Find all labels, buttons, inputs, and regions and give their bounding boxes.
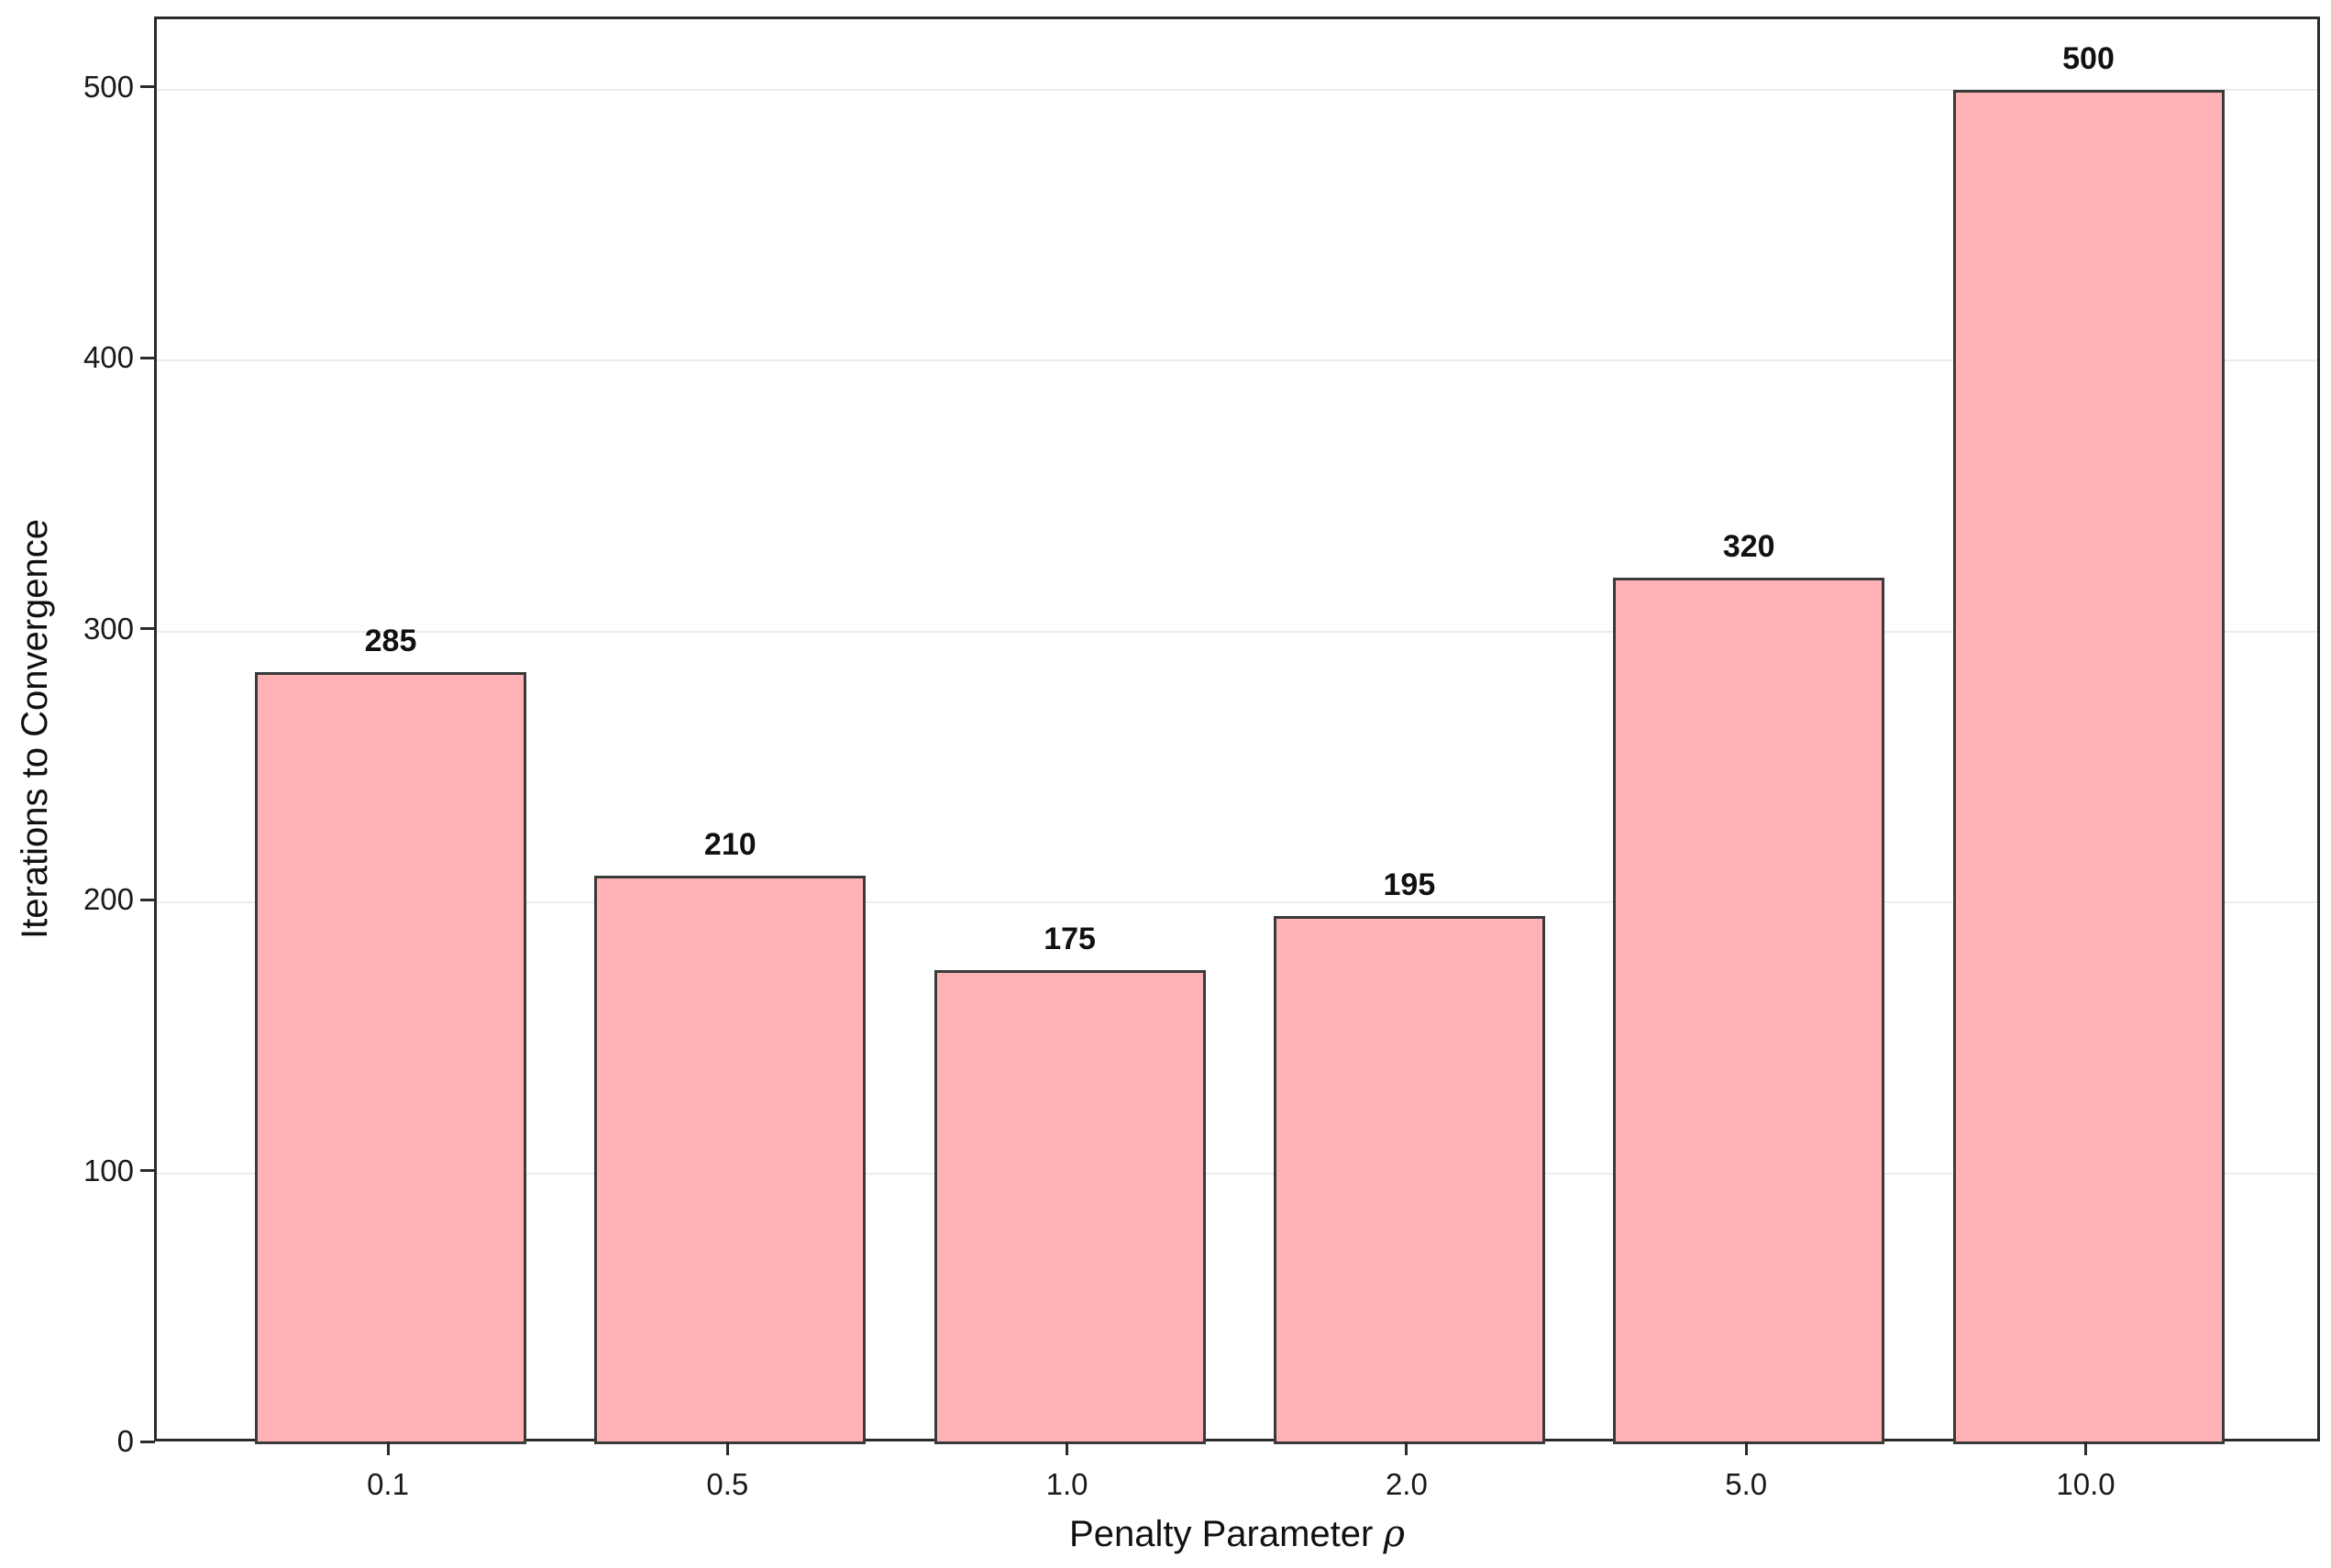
x-tick-mark	[1066, 1441, 1069, 1455]
gridline-y-400	[157, 359, 2317, 362]
bar-value-label: 320	[1722, 528, 1775, 564]
x-tick-mark	[386, 1441, 390, 1455]
x-tick-label: 0.5	[706, 1467, 749, 1501]
y-tick-label: 100	[83, 1153, 134, 1187]
y-tick-mark	[140, 1169, 155, 1173]
y-tick-label: 500	[83, 69, 134, 104]
y-tick-label: 400	[83, 340, 134, 375]
gridline-y-200	[157, 901, 2317, 904]
gridline-y-300	[157, 630, 2317, 633]
x-axis-title-text: Penalty Parameter	[1069, 1514, 1384, 1554]
bar-1.0	[934, 969, 1206, 1444]
bar-value-label: 500	[2062, 40, 2115, 76]
bar-value-label: 175	[1044, 921, 1096, 956]
gridline-y-100	[157, 1172, 2317, 1175]
bar-value-label: 210	[703, 826, 757, 862]
bar-value-label: 195	[1383, 867, 1436, 902]
y-tick-mark	[140, 1440, 155, 1443]
x-tick-mark	[1744, 1441, 1748, 1455]
y-axis-title: Iterations to Convergence	[15, 518, 55, 940]
x-tick-label: 1.0	[1045, 1467, 1088, 1501]
x-tick-label: 10.0	[2056, 1467, 2116, 1501]
y-tick-mark	[140, 356, 155, 359]
plot-area: 285 210 175 195 320 500	[154, 17, 2320, 1444]
y-tick-label: 200	[83, 882, 134, 917]
y-tick-mark	[140, 898, 155, 901]
x-tick-label: 5.0	[1725, 1467, 1768, 1501]
rho-symbol: ρ	[1383, 1513, 1405, 1555]
bar-0.1	[255, 672, 526, 1444]
x-tick-mark	[1405, 1441, 1409, 1455]
x-tick-mark	[725, 1441, 729, 1455]
y-tick-mark	[140, 85, 155, 89]
y-tick-mark	[140, 627, 155, 631]
x-axis-title: Penalty Parameter ρ	[320, 1511, 2154, 1557]
bar-10.0	[1952, 89, 2225, 1444]
x-tick-label: 2.0	[1385, 1467, 1428, 1501]
bar-2.0	[1273, 915, 1545, 1444]
x-tick-label: 0.1	[367, 1467, 409, 1501]
x-tick-mark	[2084, 1441, 2087, 1455]
gridline-y-500	[157, 88, 2317, 91]
bar-5.0	[1613, 577, 1885, 1444]
y-tick-label: 300	[83, 611, 134, 646]
y-tick-label: 0	[116, 1424, 134, 1458]
bar-value-label: 285	[364, 624, 417, 658]
bar-0.5	[594, 875, 867, 1444]
